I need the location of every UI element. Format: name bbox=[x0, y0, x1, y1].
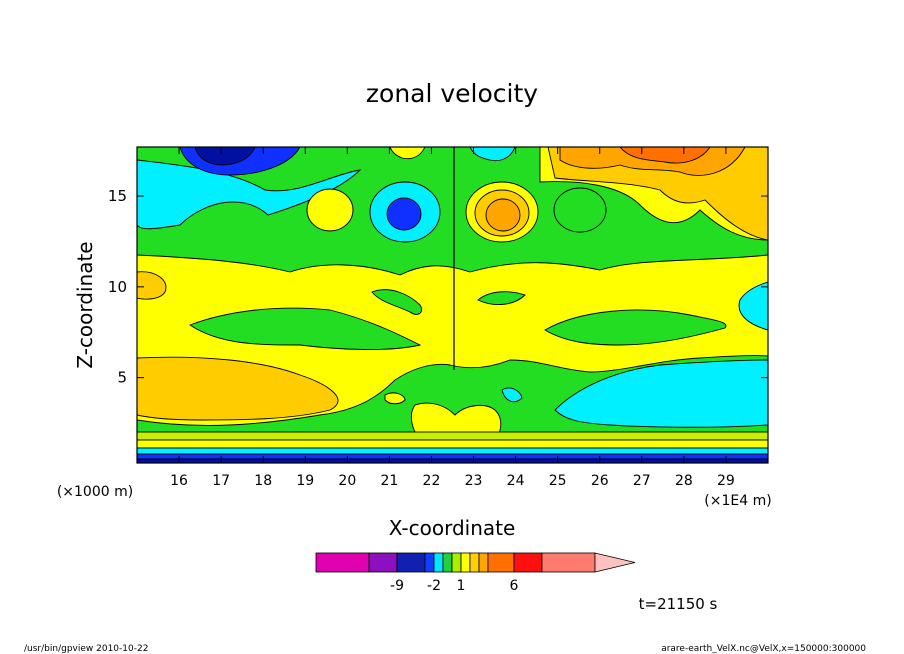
region-red-topright bbox=[619, 147, 711, 164]
x-tick-label: 16 bbox=[170, 473, 188, 489]
blob-green-right bbox=[553, 187, 607, 233]
y-axis-label: Z-coordinate bbox=[73, 241, 97, 368]
colorbar-label: -2 bbox=[427, 578, 441, 594]
band-yellow-bottom bbox=[137, 439, 768, 449]
vortex-blue bbox=[386, 197, 422, 231]
y-tick-label: 10 bbox=[108, 278, 127, 296]
colorbar-label: 6 bbox=[510, 578, 519, 594]
colorbar-bin bbox=[478, 552, 489, 573]
x-tick-label: 29 bbox=[717, 473, 735, 489]
x-tick-label: 19 bbox=[296, 473, 314, 489]
y-tick-label: 5 bbox=[117, 369, 127, 387]
colorbar bbox=[315, 552, 636, 573]
x-tick-label: 23 bbox=[465, 473, 483, 489]
colorbar-bin bbox=[396, 552, 426, 573]
colorbar-bin bbox=[487, 552, 515, 573]
x-tick-label: 17 bbox=[212, 473, 230, 489]
vortex-orange bbox=[485, 198, 521, 232]
region-green-center-left bbox=[371, 289, 423, 315]
colorbar-bin bbox=[451, 552, 462, 573]
x-tick-label: 25 bbox=[549, 473, 567, 489]
colorbar-bin bbox=[460, 552, 471, 573]
x-axis: 16 17 18 19 20 21 22 23 24 25 26 27 28 29 bbox=[170, 147, 735, 489]
x-axis-unit: (×1E4 m) bbox=[704, 493, 771, 509]
x-tick-label: 28 bbox=[675, 473, 693, 489]
colorbar-label: -9 bbox=[390, 578, 404, 594]
footer-right: arare-earth_VelX.nc@VelX,x=150000:300000 bbox=[661, 644, 866, 654]
region-cyan-small bbox=[501, 387, 523, 403]
x-tick-label: 21 bbox=[380, 473, 398, 489]
chart-title: zonal velocity bbox=[366, 79, 538, 108]
colorbar-bin bbox=[442, 552, 453, 573]
region-cyan-midright bbox=[738, 281, 768, 331]
footer-left: /usr/bin/gpview 2010-10-22 bbox=[24, 644, 148, 654]
colorbar-bin bbox=[368, 552, 398, 573]
colorbar-bin bbox=[469, 552, 480, 573]
y-tick-label: 15 bbox=[108, 187, 127, 205]
region-gold-lowerleft bbox=[137, 356, 339, 421]
colorbar-labels: -9 -2 1 6 bbox=[390, 578, 519, 594]
band-cyan-bottom bbox=[137, 447, 768, 455]
region-green-midright bbox=[544, 309, 727, 346]
colorbar-bin bbox=[315, 552, 370, 573]
region-green-center-right bbox=[477, 291, 526, 306]
region-gold-midleft bbox=[137, 271, 167, 300]
x-tick-label: 18 bbox=[254, 473, 272, 489]
region-yellow-center-lower bbox=[410, 402, 502, 441]
colorbar-bin bbox=[541, 552, 596, 573]
colorbar-bin bbox=[424, 552, 435, 573]
blob-yellow-left bbox=[306, 188, 354, 232]
x-tick-label: 22 bbox=[423, 473, 441, 489]
colorbar-bin bbox=[433, 552, 444, 573]
colorbar-bin bbox=[513, 552, 543, 573]
region-top-center-cyan bbox=[469, 147, 516, 162]
x-tick-label: 20 bbox=[338, 473, 356, 489]
region-top-center-yellow bbox=[389, 147, 426, 160]
region-cyan-lowerright bbox=[554, 359, 768, 428]
colorbar-label: 1 bbox=[457, 578, 466, 594]
band-yellowgreen bbox=[137, 431, 768, 441]
band-darkblue-bottom bbox=[137, 458, 768, 463]
y-axis-unit: (×1000 m) bbox=[57, 484, 133, 500]
time-label: t=21150 s bbox=[639, 595, 718, 613]
plot-frame bbox=[136, 146, 769, 464]
y-axis: 5 10 15 bbox=[108, 187, 768, 387]
colorbar-arrow bbox=[594, 552, 636, 573]
x-tick-label: 27 bbox=[633, 473, 651, 489]
band-blue-bottom bbox=[137, 453, 768, 460]
region-yellow-small-blobs bbox=[384, 392, 406, 405]
region-green-midleft bbox=[189, 307, 422, 350]
x-tick-label: 26 bbox=[591, 473, 609, 489]
x-axis-label: X-coordinate bbox=[389, 516, 516, 540]
region-darkblue-topleft bbox=[194, 147, 256, 166]
velocity-field bbox=[137, 147, 768, 463]
x-tick-label: 24 bbox=[507, 473, 525, 489]
